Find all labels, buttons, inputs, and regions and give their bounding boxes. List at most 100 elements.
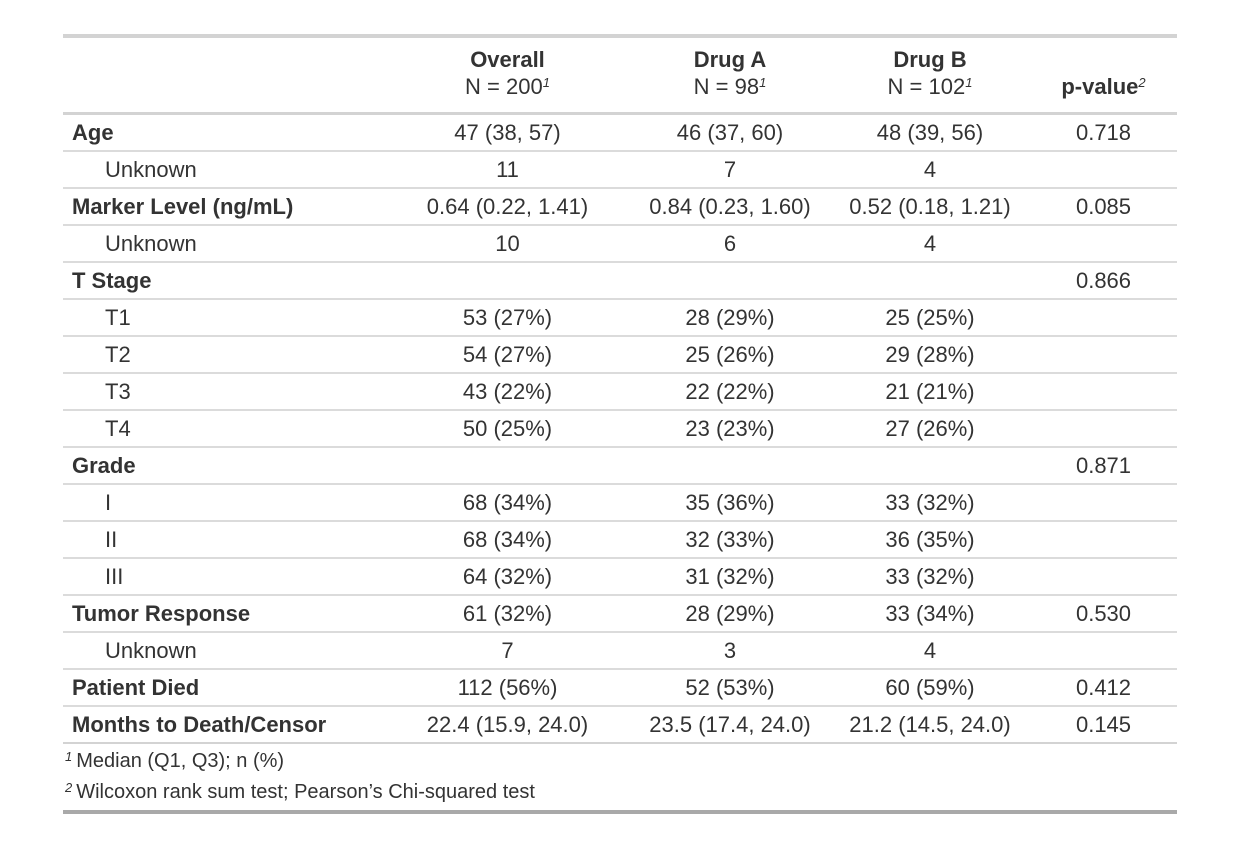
row-label: II bbox=[63, 520, 385, 558]
table-row: Unknown 10 6 4 bbox=[63, 224, 1177, 262]
cell-drug-a: 7 bbox=[630, 150, 830, 188]
cell-drug-b: 29 (28%) bbox=[830, 335, 1030, 373]
n-value: N = 102 bbox=[887, 74, 966, 99]
cell-drug-a: 23.5 (17.4, 24.0) bbox=[630, 705, 830, 743]
cell-drug-b: 33 (34%) bbox=[830, 594, 1030, 632]
table-header: Overall N = 2001 Drug A N = 981 Drug B N… bbox=[63, 36, 1177, 115]
column-header-p-value: p-value2 bbox=[1030, 36, 1177, 115]
column-header-drug-a-n: N = 981 bbox=[636, 73, 824, 100]
cell-drug-b: 27 (26%) bbox=[830, 409, 1030, 447]
cell-overall: 0.64 (0.22, 1.41) bbox=[385, 187, 630, 225]
footnote-mark: 1 bbox=[542, 75, 550, 90]
cell-drug-b: 0.52 (0.18, 1.21) bbox=[830, 187, 1030, 225]
footnote-mark: 1 bbox=[965, 75, 973, 90]
cell-drug-a: 22 (22%) bbox=[630, 372, 830, 410]
cell-overall: 43 (22%) bbox=[385, 372, 630, 410]
cell-p-value: 0.530 bbox=[1030, 594, 1177, 632]
n-value: N = 200 bbox=[465, 74, 543, 99]
cell-drug-a: 23 (23%) bbox=[630, 409, 830, 447]
table-row: Patient Died 112 (56%) 52 (53%) 60 (59%)… bbox=[63, 668, 1177, 706]
table-row: Marker Level (ng/mL) 0.64 (0.22, 1.41) 0… bbox=[63, 187, 1177, 225]
table-row: T4 50 (25%) 23 (23%) 27 (26%) bbox=[63, 409, 1177, 447]
cell-drug-b bbox=[830, 261, 1030, 299]
cell-overall: 112 (56%) bbox=[385, 668, 630, 706]
cell-drug-b: 21.2 (14.5, 24.0) bbox=[830, 705, 1030, 743]
table-row: T Stage 0.866 bbox=[63, 261, 1177, 299]
cell-drug-a: 35 (36%) bbox=[630, 483, 830, 521]
table-row: T1 53 (27%) 28 (29%) 25 (25%) bbox=[63, 298, 1177, 336]
cell-p-value bbox=[1030, 224, 1177, 262]
cell-drug-b: 4 bbox=[830, 224, 1030, 262]
cell-drug-a: 32 (33%) bbox=[630, 520, 830, 558]
column-header-drug-a: Drug A N = 981 bbox=[630, 36, 830, 115]
cell-overall: 68 (34%) bbox=[385, 483, 630, 521]
row-label: T Stage bbox=[63, 261, 385, 299]
footnote-text: Wilcoxon rank sum test; Pearson’s Chi-sq… bbox=[76, 781, 535, 803]
cell-overall: 22.4 (15.9, 24.0) bbox=[385, 705, 630, 743]
table-row: II 68 (34%) 32 (33%) 36 (35%) bbox=[63, 520, 1177, 558]
column-header-drug-b-title: Drug B bbox=[893, 47, 967, 72]
cell-drug-a: 46 (37, 60) bbox=[630, 112, 830, 151]
cell-p-value bbox=[1030, 557, 1177, 595]
table-body: Age 47 (38, 57) 46 (37, 60) 48 (39, 56) … bbox=[63, 112, 1177, 743]
table-row: T2 54 (27%) 25 (26%) 29 (28%) bbox=[63, 335, 1177, 373]
column-header-p-value-title: p-value bbox=[1061, 74, 1139, 99]
footnote-mark: 1 bbox=[759, 75, 767, 90]
cell-p-value bbox=[1030, 483, 1177, 521]
cell-overall: 50 (25%) bbox=[385, 409, 630, 447]
table-row: Unknown 7 3 4 bbox=[63, 631, 1177, 669]
table-footnotes: 1 Median (Q1, Q3); n (%) 2 Wilcoxon rank s… bbox=[63, 742, 1177, 812]
cell-drug-a: 0.84 (0.23, 1.60) bbox=[630, 187, 830, 225]
row-label: Months to Death/Censor bbox=[63, 705, 385, 743]
footnote-2: 2 Wilcoxon rank sum test; Pearson’s Chi-s… bbox=[63, 779, 1177, 812]
footnote-text: Median (Q1, Q3); n (%) bbox=[76, 750, 285, 772]
cell-overall: 7 bbox=[385, 631, 630, 669]
footnote-mark: 1 bbox=[65, 749, 73, 764]
cell-drug-a: 25 (26%) bbox=[630, 335, 830, 373]
summary-table: Overall N = 2001 Drug A N = 981 Drug B N… bbox=[63, 34, 1177, 814]
cell-drug-b: 60 (59%) bbox=[830, 668, 1030, 706]
cell-drug-b: 4 bbox=[830, 150, 1030, 188]
row-label: Age bbox=[63, 112, 385, 151]
row-label: T3 bbox=[63, 372, 385, 410]
footnote-row: 2 Wilcoxon rank sum test; Pearson’s Chi-s… bbox=[63, 779, 1177, 812]
table-row: Months to Death/Censor 22.4 (15.9, 24.0)… bbox=[63, 705, 1177, 743]
cell-p-value: 0.718 bbox=[1030, 112, 1177, 151]
cell-drug-b: 4 bbox=[830, 631, 1030, 669]
column-header-overall-title: Overall bbox=[470, 47, 545, 72]
cell-drug-b: 25 (25%) bbox=[830, 298, 1030, 336]
cell-drug-b: 48 (39, 56) bbox=[830, 112, 1030, 151]
cell-p-value bbox=[1030, 150, 1177, 188]
cell-p-value bbox=[1030, 520, 1177, 558]
table-row: Age 47 (38, 57) 46 (37, 60) 48 (39, 56) … bbox=[63, 112, 1177, 151]
row-label: Unknown bbox=[63, 224, 385, 262]
cell-p-value bbox=[1030, 372, 1177, 410]
table-row: Grade 0.871 bbox=[63, 446, 1177, 484]
row-label: T1 bbox=[63, 298, 385, 336]
cell-p-value: 0.145 bbox=[1030, 705, 1177, 743]
table-row: Unknown 11 7 4 bbox=[63, 150, 1177, 188]
cell-drug-b: 21 (21%) bbox=[830, 372, 1030, 410]
cell-overall: 64 (32%) bbox=[385, 557, 630, 595]
row-label: Grade bbox=[63, 446, 385, 484]
cell-drug-a bbox=[630, 261, 830, 299]
cell-p-value: 0.412 bbox=[1030, 668, 1177, 706]
cell-drug-a: 6 bbox=[630, 224, 830, 262]
row-label: T2 bbox=[63, 335, 385, 373]
column-header-drug-b-n: N = 1021 bbox=[836, 73, 1024, 100]
cell-p-value: 0.866 bbox=[1030, 261, 1177, 299]
cell-drug-b: 36 (35%) bbox=[830, 520, 1030, 558]
cell-drug-a: 28 (29%) bbox=[630, 298, 830, 336]
cell-overall: 54 (27%) bbox=[385, 335, 630, 373]
column-header-label bbox=[63, 36, 385, 115]
cell-overall bbox=[385, 446, 630, 484]
cell-drug-a: 3 bbox=[630, 631, 830, 669]
cell-drug-b bbox=[830, 446, 1030, 484]
footnote-row: 1 Median (Q1, Q3); n (%) bbox=[63, 742, 1177, 779]
cell-p-value: 0.085 bbox=[1030, 187, 1177, 225]
header-row: Overall N = 2001 Drug A N = 981 Drug B N… bbox=[63, 36, 1177, 115]
footnote-mark: 2 bbox=[65, 780, 73, 795]
row-label: Marker Level (ng/mL) bbox=[63, 187, 385, 225]
column-header-overall: Overall N = 2001 bbox=[385, 36, 630, 115]
cell-drug-a: 28 (29%) bbox=[630, 594, 830, 632]
